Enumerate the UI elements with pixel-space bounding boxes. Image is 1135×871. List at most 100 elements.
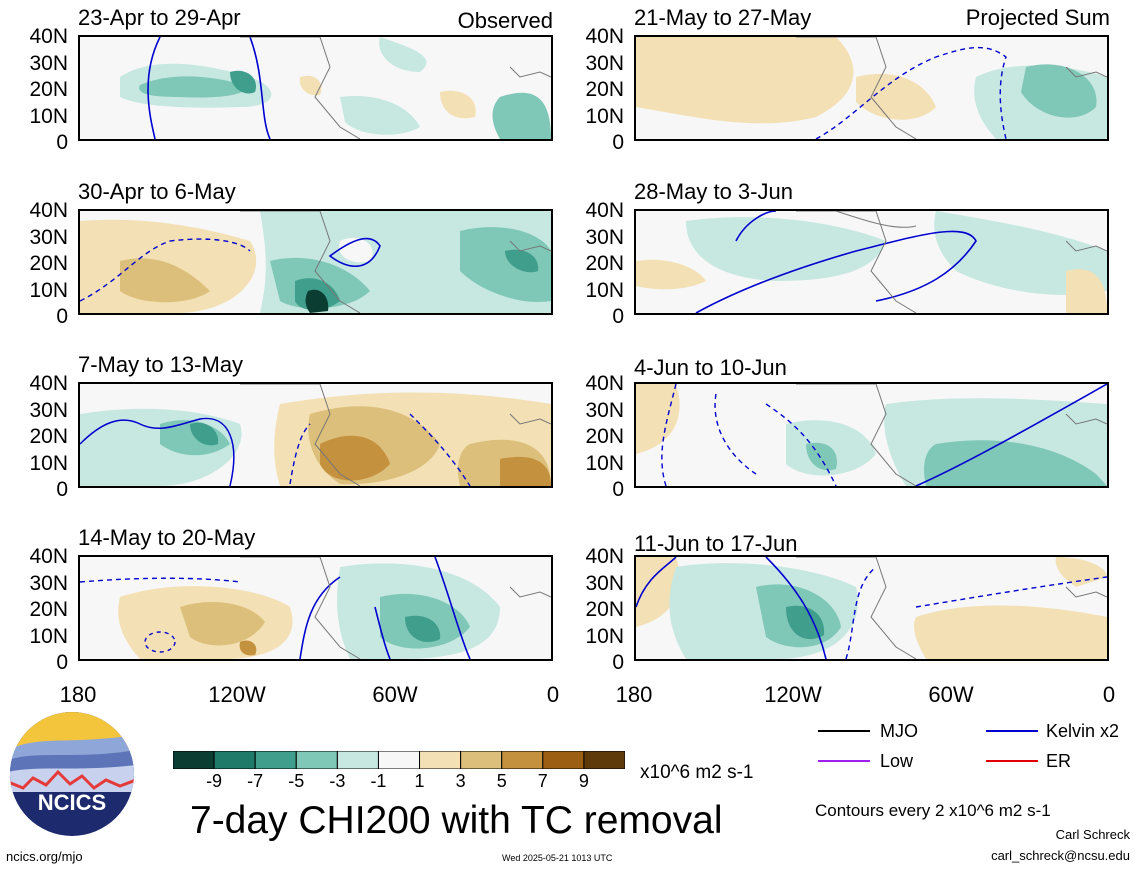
author: Carl Schreck bbox=[1055, 827, 1130, 842]
lon-tick: 60W bbox=[928, 682, 974, 707]
lat-tick: 40N bbox=[29, 25, 68, 48]
map-panel-6 bbox=[634, 209, 1109, 315]
lon-tick: 180 bbox=[615, 682, 653, 707]
lat-tick: 10N bbox=[29, 104, 68, 128]
lat-tick: 30N bbox=[585, 51, 624, 75]
lat-tick: 20N bbox=[29, 598, 68, 621]
lat-tick: 30N bbox=[585, 398, 624, 422]
lat-tick: 10N bbox=[29, 278, 68, 302]
lat-tick: 40N bbox=[585, 372, 624, 395]
lat-tick: 10N bbox=[585, 451, 624, 475]
map-panel-8 bbox=[634, 555, 1109, 661]
lat-tick: 0 bbox=[612, 478, 624, 501]
lat-tick: 20N bbox=[585, 252, 624, 275]
lat-tick: 0 bbox=[56, 478, 68, 501]
colorbar-swatch bbox=[377, 750, 421, 770]
lat-tick: 20N bbox=[585, 78, 624, 101]
colorbar-tick-label: -5 bbox=[288, 771, 305, 791]
lon-tick: 180 bbox=[59, 682, 97, 707]
site-link[interactable]: ncics.org/mjo bbox=[6, 849, 83, 864]
lat-tick: 20N bbox=[585, 425, 624, 448]
colorbar-tick-label: -3 bbox=[329, 771, 346, 791]
lat-tick: 20N bbox=[585, 598, 624, 621]
lat-tick: 0 bbox=[612, 131, 624, 154]
panel-title: 28-May to 3-Jun bbox=[634, 179, 793, 204]
lat-tick: 0 bbox=[56, 305, 68, 328]
lat-tick: 30N bbox=[29, 51, 68, 75]
colorbar-swatch bbox=[295, 750, 338, 770]
logo-text: NCICS bbox=[38, 790, 106, 815]
colorbar-units: x10^6 m2 s-1 bbox=[640, 762, 754, 783]
ncics-logo: NCICS bbox=[8, 710, 136, 838]
lat-tick: 0 bbox=[612, 651, 624, 674]
lat-tick: 30N bbox=[29, 225, 68, 249]
lat-tick: 0 bbox=[56, 651, 68, 674]
figure-title: 7-day CHI200 with TC removal bbox=[190, 799, 723, 842]
panel-title: 4-Jun to 10-Jun bbox=[634, 355, 787, 380]
lat-tick: 20N bbox=[29, 252, 68, 275]
lat-tick: 40N bbox=[29, 545, 68, 568]
lat-tick: 40N bbox=[29, 199, 68, 222]
low-legend-line bbox=[818, 760, 870, 762]
colorbar-swatch bbox=[460, 750, 503, 770]
kelvin-legend-line bbox=[986, 730, 1038, 732]
map-panel-5 bbox=[634, 35, 1109, 141]
colorbar-swatch bbox=[583, 750, 626, 770]
lat-tick: 10N bbox=[29, 451, 68, 475]
colorbar bbox=[172, 750, 626, 770]
colorbar-tick-label: 5 bbox=[496, 771, 507, 791]
lat-tick: 10N bbox=[585, 104, 624, 128]
lat-tick: 0 bbox=[56, 131, 68, 154]
colorbar-swatch bbox=[419, 750, 462, 770]
lat-tick: 30N bbox=[585, 225, 624, 249]
lat-tick: 20N bbox=[29, 425, 68, 448]
lat-tick: 10N bbox=[585, 278, 624, 302]
colorbar-swatch bbox=[213, 750, 256, 770]
colorbar-tick-label: -1 bbox=[370, 771, 387, 791]
map-panel-4 bbox=[78, 555, 553, 661]
colorbar-tick-label: 1 bbox=[414, 771, 425, 791]
colorbar-tick-label: 9 bbox=[578, 771, 589, 791]
lat-tick: 10N bbox=[585, 624, 624, 648]
timestamp: Wed 2025-05-21 1013 UTC bbox=[502, 853, 613, 863]
panel-tag: Observed bbox=[457, 8, 553, 33]
lat-tick: 20N bbox=[29, 78, 68, 101]
lat-tick: 0 bbox=[612, 305, 624, 328]
panel-title: 30-Apr to 6-May bbox=[78, 179, 236, 204]
lat-tick: 40N bbox=[585, 545, 624, 568]
lat-tick: 30N bbox=[585, 571, 624, 595]
map-panel-2 bbox=[78, 209, 553, 315]
colorbar-tick-label: 3 bbox=[455, 771, 466, 791]
lat-tick: 30N bbox=[29, 398, 68, 422]
colorbar-swatch bbox=[542, 750, 585, 770]
map-panel-3 bbox=[78, 382, 553, 488]
colorbar-swatch bbox=[254, 750, 297, 770]
panel-tag: Projected Sum bbox=[965, 5, 1110, 30]
panel-title: 11-Jun to 17-Jun bbox=[634, 531, 798, 556]
lat-tick: 40N bbox=[585, 25, 624, 48]
low-legend-label: Low bbox=[880, 751, 914, 771]
lon-tick: 120W bbox=[764, 682, 822, 707]
er-legend-line bbox=[986, 760, 1038, 762]
panel-title: 21-May to 27-May bbox=[634, 5, 812, 30]
lat-tick: 10N bbox=[29, 624, 68, 648]
panel-title: 14-May to 20-May bbox=[78, 525, 256, 550]
lat-tick: 40N bbox=[29, 372, 68, 395]
lon-tick: 0 bbox=[546, 682, 560, 707]
map-panel-7 bbox=[634, 382, 1109, 488]
colorbar-tick-label: 7 bbox=[537, 771, 548, 791]
map-panel-1 bbox=[78, 35, 553, 141]
lon-tick: 0 bbox=[1102, 682, 1116, 707]
mjo-legend-line bbox=[818, 730, 870, 732]
lon-tick: 120W bbox=[208, 682, 266, 707]
er-legend-label: ER bbox=[1046, 751, 1072, 771]
colorbar-swatch bbox=[172, 750, 215, 770]
lon-tick: 60W bbox=[372, 682, 418, 707]
kelvin-legend-label: Kelvin x2 bbox=[1046, 721, 1120, 741]
panel-title: 23-Apr to 29-Apr bbox=[78, 5, 241, 30]
lat-tick: 40N bbox=[585, 199, 624, 222]
panel-title: 7-May to 13-May bbox=[78, 352, 244, 377]
colorbar-swatch bbox=[501, 750, 544, 770]
colorbar-swatch bbox=[336, 750, 379, 770]
contours-note: Contours every 2 x10^6 m2 s-1 bbox=[815, 801, 1051, 820]
